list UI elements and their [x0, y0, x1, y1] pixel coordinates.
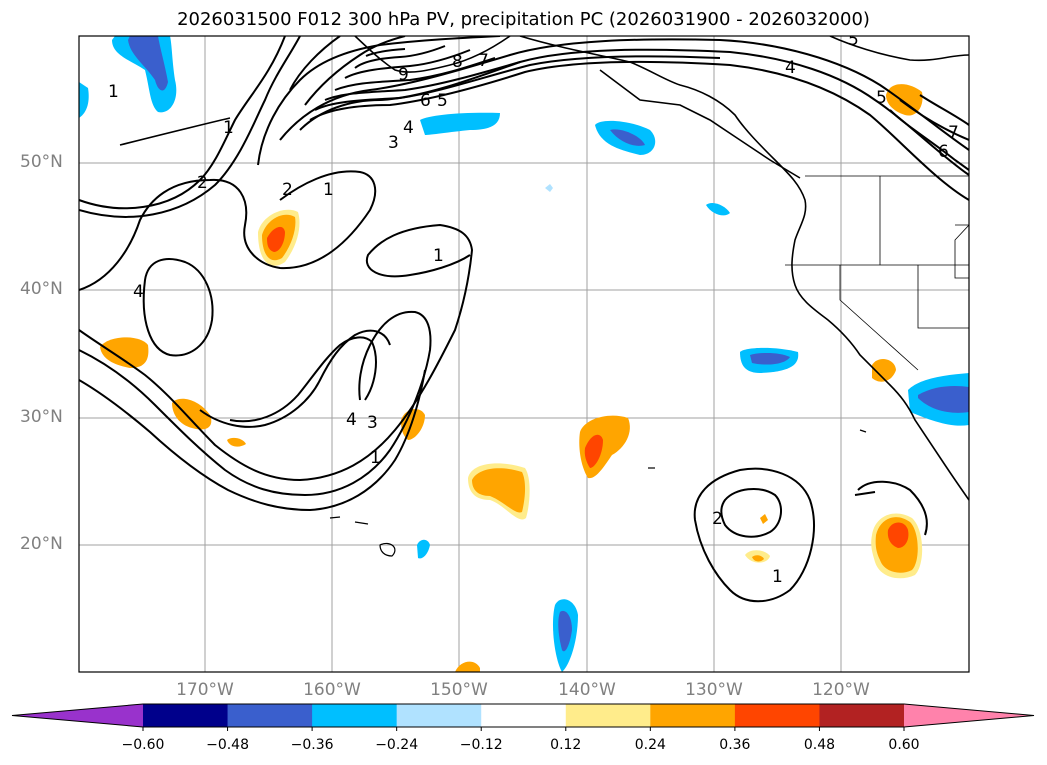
contour-label: 1: [108, 82, 119, 102]
contour-label: 2: [197, 173, 208, 193]
lat-label: 20°N: [20, 534, 63, 554]
chart-title: 2026031500 F012 300 hPa PV, precipitatio…: [177, 9, 870, 30]
lat-label: 50°N: [20, 152, 63, 172]
contour-label: 7: [478, 51, 489, 71]
colorbar-segment: [650, 704, 736, 727]
contour-label: 6: [420, 91, 431, 111]
colorbar: [11, 703, 1035, 731]
contour-label: 1: [323, 180, 334, 200]
precipitation-shading: [79, 36, 969, 672]
contour-label: 2: [712, 509, 723, 529]
colorbar-segment: [396, 704, 482, 727]
colorbar-segment: [312, 704, 398, 727]
lon-label: 170°W: [176, 680, 234, 700]
contour-label: 5: [848, 30, 859, 50]
contour-label: 9: [398, 65, 409, 85]
contour-labels: 1 1 2 2 1 4 1 3 4 6 5 9 8 7 5 4 5 6 7 1 …: [108, 30, 959, 587]
colorbar-tick-label: 0.60: [888, 737, 920, 753]
colorbar-segment: [819, 704, 905, 727]
colorbar-tick-label: −0.60: [121, 737, 165, 753]
colorbar-tick-label: −0.24: [375, 737, 419, 753]
colorbar-tick-label: −0.12: [459, 737, 503, 753]
contour-label: 5: [437, 91, 448, 111]
contour-label: 5: [876, 88, 887, 108]
map-frame: [78, 35, 970, 673]
contour-label: 4: [346, 410, 357, 430]
lon-label: 150°W: [430, 680, 488, 700]
state-borders: [785, 175, 969, 371]
colorbar-segment: [565, 704, 651, 727]
contour-label: 6: [938, 142, 949, 162]
contour-label: 2: [282, 180, 293, 200]
gridlines: [79, 36, 969, 672]
colorbar-tick-label: −0.48: [206, 737, 249, 753]
contour-label: 3: [388, 133, 399, 153]
islands: [329, 429, 867, 557]
colorbar-tick-label: 0.48: [803, 737, 836, 753]
colorbar-tick-label: −0.36: [290, 737, 334, 753]
contour-label: 4: [785, 58, 796, 78]
lon-label: 140°W: [558, 680, 616, 700]
colorbar-segment: [734, 704, 820, 727]
colorbar-segment: [227, 704, 313, 727]
coastlines: [119, 36, 969, 501]
contour-label: 1: [223, 118, 234, 138]
contour-label: 1: [433, 246, 444, 266]
contour-label: 4: [133, 282, 144, 302]
contour-label: 3: [367, 413, 378, 433]
contour-label: 8: [452, 52, 463, 72]
colorbar-segment: [481, 704, 567, 727]
lon-label: 120°W: [812, 680, 870, 700]
colorbar-extend-high: [904, 704, 1034, 727]
colorbar-tick-label: 0.36: [719, 737, 751, 753]
lon-label: 160°W: [303, 680, 361, 700]
lon-label: 130°W: [685, 680, 743, 700]
contour-label: 1: [772, 567, 783, 587]
contour-label: 1: [370, 448, 381, 468]
lat-label: 40°N: [20, 279, 63, 299]
contour-label: 7: [948, 123, 959, 143]
colorbar-extend-low: [12, 704, 143, 727]
lat-label: 30°N: [20, 407, 63, 427]
pv-contours: [79, 36, 969, 603]
colorbar-tick-label: 0.24: [634, 737, 666, 753]
colorbar-tick-label: 0.12: [550, 737, 582, 753]
colorbar-segment: [143, 704, 229, 727]
contour-label: 4: [403, 118, 414, 138]
